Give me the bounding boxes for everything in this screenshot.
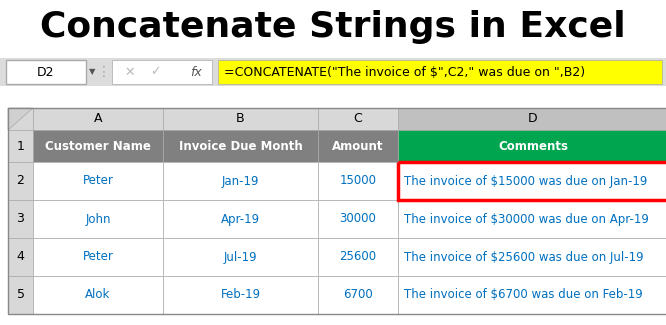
- Bar: [398, 162, 666, 200]
- Bar: [0, 58, 666, 86]
- Bar: [163, 162, 318, 200]
- Bar: [398, 276, 666, 314]
- Text: John: John: [85, 213, 111, 226]
- Text: ✓: ✓: [150, 66, 161, 79]
- Text: fx: fx: [190, 66, 202, 79]
- Text: Amount: Amount: [332, 139, 384, 152]
- Bar: [8, 276, 33, 314]
- Bar: [8, 238, 33, 276]
- Text: 30000: 30000: [340, 213, 376, 226]
- Text: 4: 4: [17, 251, 25, 264]
- Bar: [163, 108, 318, 130]
- Text: 15000: 15000: [340, 175, 376, 188]
- Text: ▼: ▼: [89, 68, 95, 76]
- Bar: [318, 108, 398, 130]
- Text: Alok: Alok: [85, 289, 111, 302]
- Bar: [398, 238, 666, 276]
- Bar: [8, 200, 33, 238]
- Bar: [398, 162, 666, 200]
- Text: Concatenate Strings in Excel: Concatenate Strings in Excel: [40, 10, 626, 44]
- Text: Peter: Peter: [83, 175, 113, 188]
- Bar: [318, 130, 398, 162]
- Bar: [33, 130, 163, 162]
- Text: 25600: 25600: [340, 251, 376, 264]
- Text: Invoice Due Month: Invoice Due Month: [178, 139, 302, 152]
- Text: Jul-19: Jul-19: [224, 251, 257, 264]
- Text: 5: 5: [17, 289, 25, 302]
- Text: The invoice of $15000 was due on Jan-19: The invoice of $15000 was due on Jan-19: [404, 175, 647, 188]
- Bar: [398, 130, 666, 162]
- Text: ✕: ✕: [125, 66, 135, 79]
- Text: 3: 3: [17, 213, 25, 226]
- Text: A: A: [94, 112, 103, 125]
- Text: Jan-19: Jan-19: [222, 175, 259, 188]
- Text: =CONCATENATE("The invoice of $",C2," was due on ",B2): =CONCATENATE("The invoice of $",C2," was…: [224, 66, 585, 79]
- Bar: [163, 238, 318, 276]
- Bar: [318, 276, 398, 314]
- Bar: [318, 238, 398, 276]
- Text: The invoice of $25600 was due on Jul-19: The invoice of $25600 was due on Jul-19: [404, 251, 643, 264]
- Text: Customer Name: Customer Name: [45, 139, 151, 152]
- Bar: [398, 200, 666, 238]
- Text: D: D: [528, 112, 538, 125]
- Text: The invoice of $6700 was due on Feb-19: The invoice of $6700 was due on Feb-19: [404, 289, 643, 302]
- Bar: [163, 130, 318, 162]
- Text: Feb-19: Feb-19: [220, 289, 260, 302]
- Text: 6700: 6700: [343, 289, 373, 302]
- Text: C: C: [354, 112, 362, 125]
- Bar: [398, 108, 666, 130]
- Bar: [33, 200, 163, 238]
- Bar: [33, 238, 163, 276]
- Bar: [112, 60, 212, 84]
- Bar: [318, 200, 398, 238]
- Bar: [33, 276, 163, 314]
- Bar: [163, 276, 318, 314]
- Bar: [8, 130, 33, 162]
- Text: Peter: Peter: [83, 251, 113, 264]
- Text: Comments: Comments: [498, 139, 568, 152]
- Polygon shape: [8, 108, 33, 130]
- Text: Apr-19: Apr-19: [221, 213, 260, 226]
- Bar: [8, 108, 33, 130]
- Bar: [218, 60, 662, 84]
- Text: The invoice of $30000 was due on Apr-19: The invoice of $30000 was due on Apr-19: [404, 213, 649, 226]
- Text: B: B: [236, 112, 245, 125]
- Bar: [33, 108, 163, 130]
- Text: D2: D2: [37, 66, 55, 79]
- Bar: [8, 108, 666, 314]
- Bar: [6, 60, 86, 84]
- Bar: [8, 162, 33, 200]
- Text: 2: 2: [17, 175, 25, 188]
- Bar: [33, 162, 163, 200]
- Text: 1: 1: [17, 139, 25, 152]
- Bar: [163, 200, 318, 238]
- Text: ⋮: ⋮: [97, 65, 111, 79]
- Bar: [318, 162, 398, 200]
